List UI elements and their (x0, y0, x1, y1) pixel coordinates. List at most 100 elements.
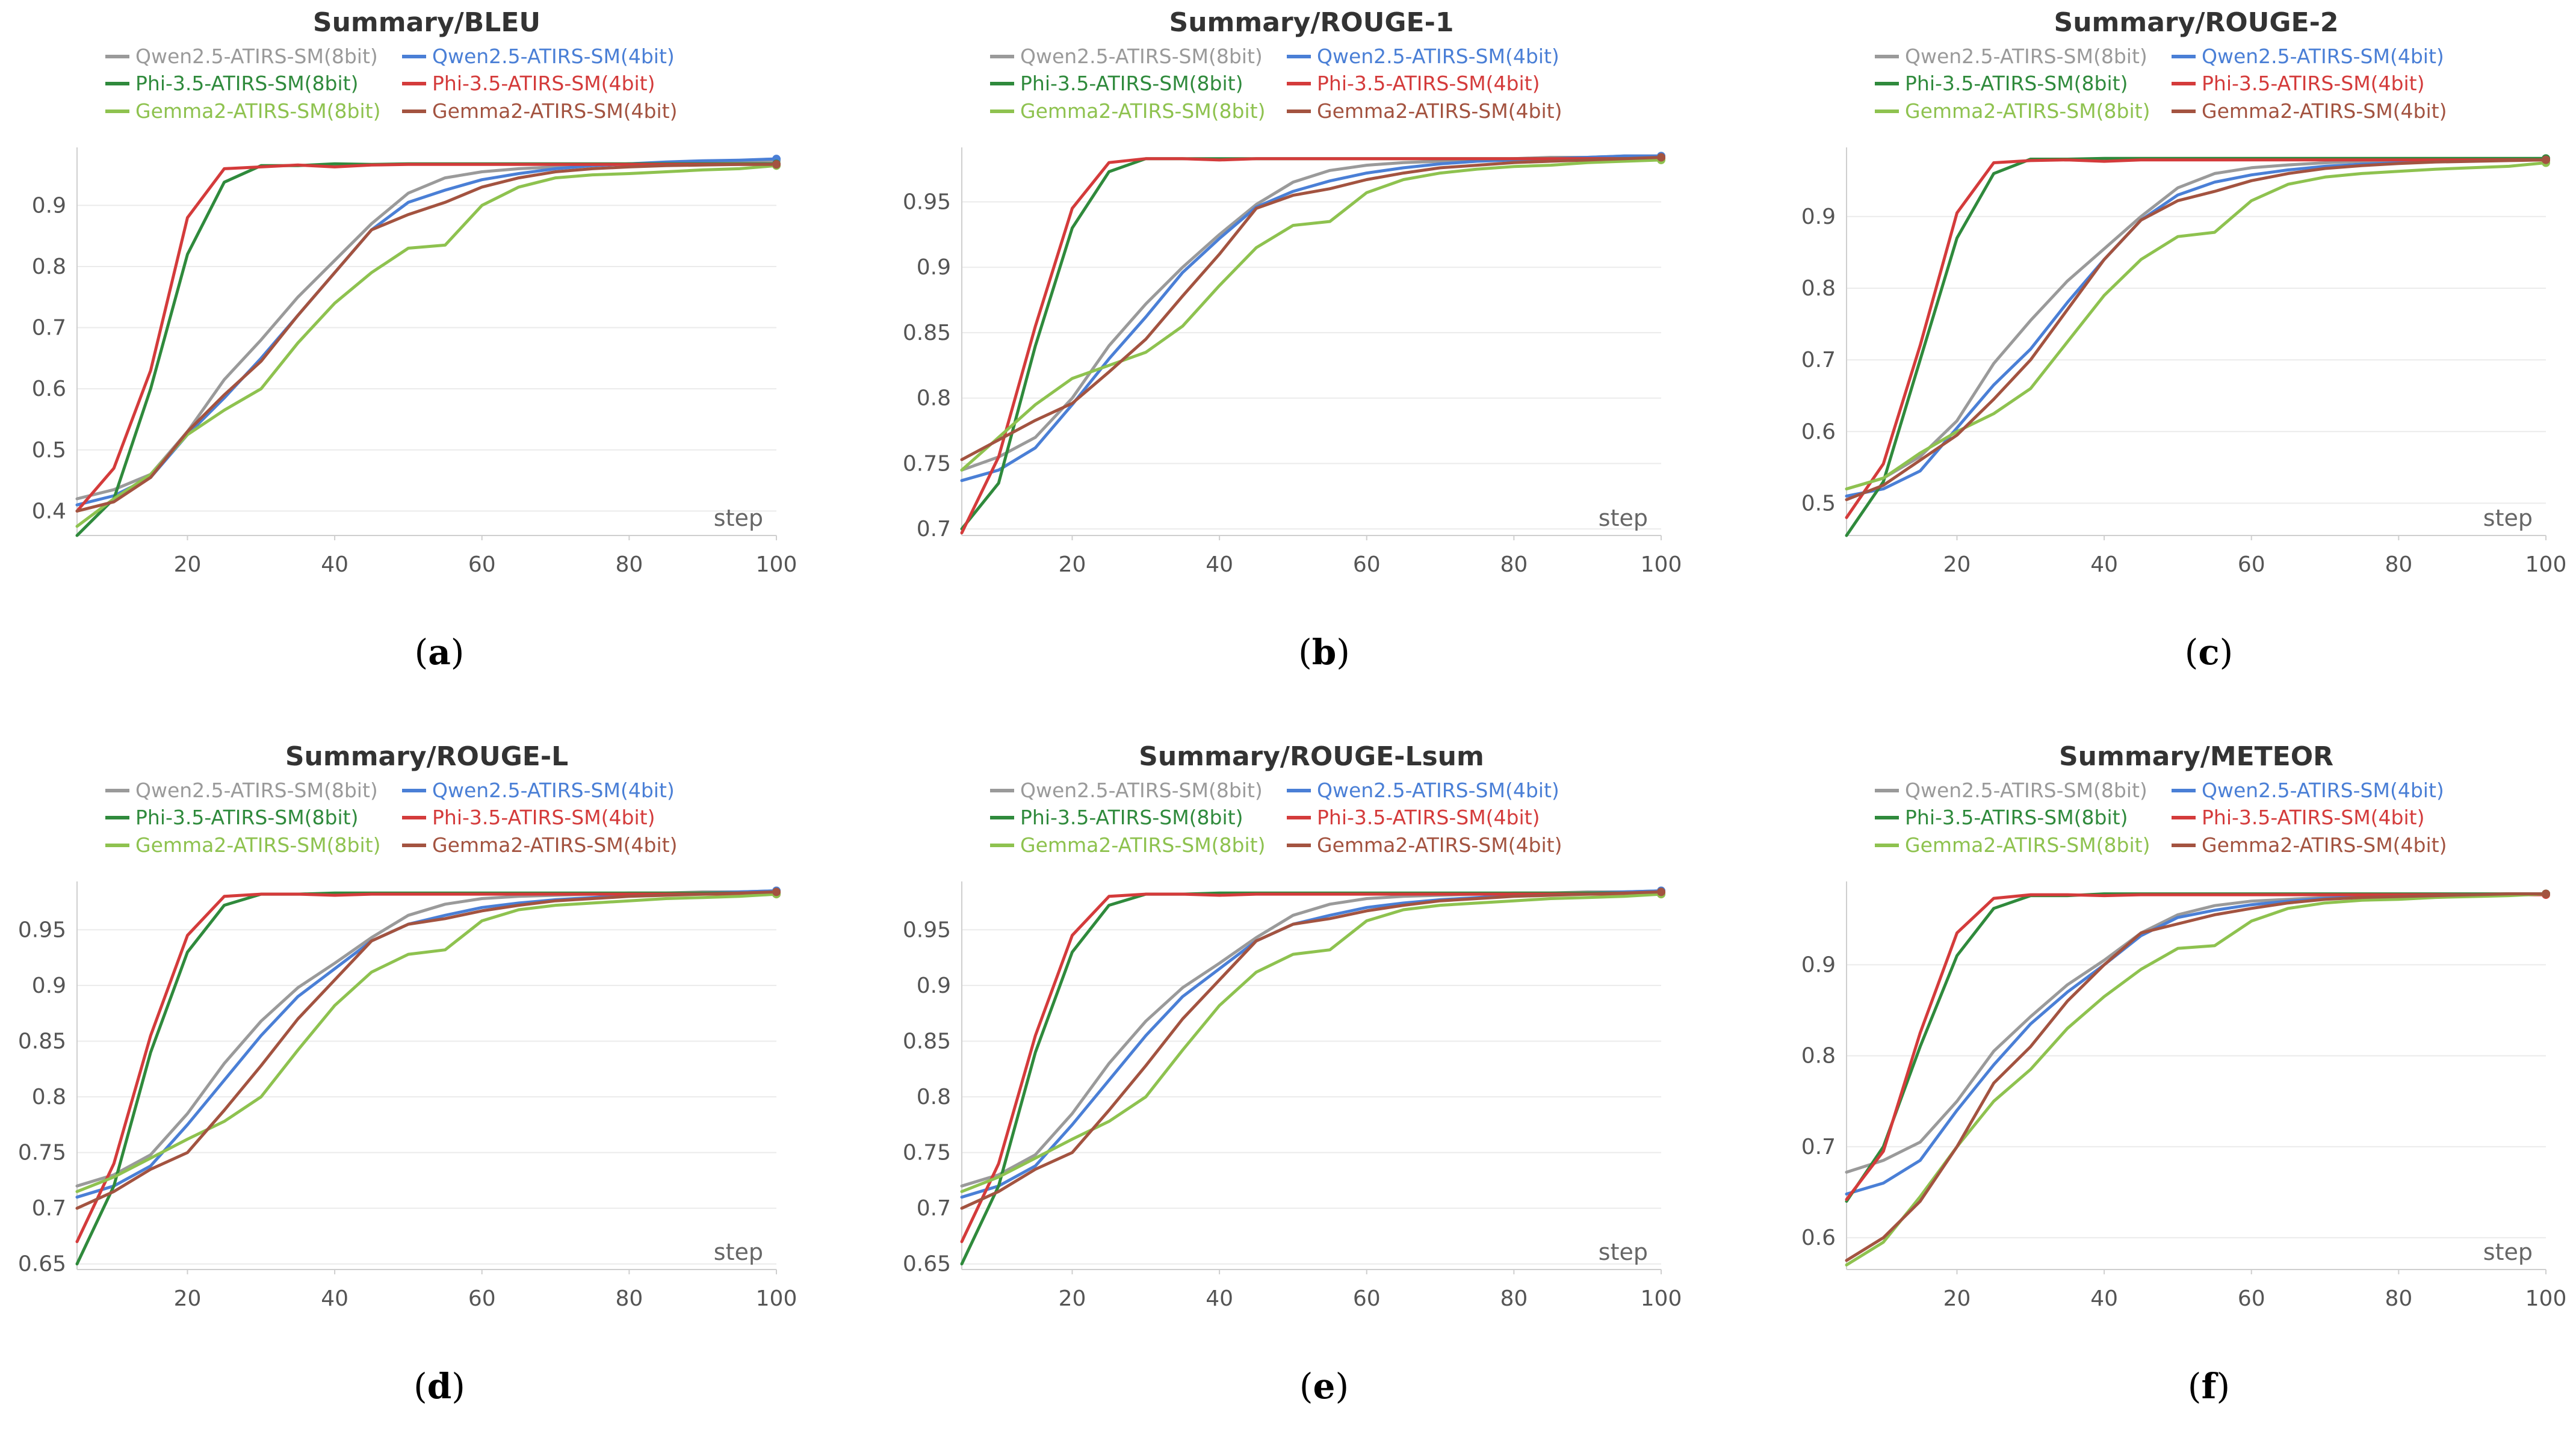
x-tick-label: 100 (1641, 552, 1682, 577)
series-line (75, 157, 778, 507)
x-axis-label: step (2483, 1239, 2533, 1265)
x-tick-label: 40 (321, 1286, 348, 1311)
y-tick-label: 0.6 (1801, 1226, 1836, 1250)
series-line (75, 889, 778, 1199)
y-tick-label: 0.5 (32, 438, 66, 463)
x-tick-label: 40 (2090, 552, 2118, 577)
chart-title: Summary/BLEU (313, 7, 540, 38)
series-line (1845, 892, 2548, 1262)
x-tick-label: 60 (468, 552, 496, 577)
legend-entry: Gemma2-ATIRS-SM(8bit) (1905, 833, 2150, 857)
chart-svg-a: Summary/BLEU Qwen2.5-ATIRS-SM(8bit) Qwen2.… (32, 7, 797, 577)
y-tick-label: 0.75 (18, 1141, 66, 1165)
legend-entry: Phi-3.5-ATIRS-SM(8bit) (1905, 806, 2128, 829)
y-tick-label: 0.9 (917, 255, 951, 280)
legend-entry: Qwen2.5-ATIRS-SM(8bit) (1020, 45, 1263, 68)
y-tick-label: 0.75 (903, 1141, 951, 1165)
legend-entry: Gemma2-ATIRS-SM(8bit) (135, 833, 380, 857)
x-tick-label: 40 (1206, 1286, 1233, 1311)
panel-caption: (b) (1298, 632, 1350, 673)
legend-entry: Phi-3.5-ATIRS-SM(4bit) (1317, 806, 1540, 829)
chart-title: Summary/ROUGE-Lsum (1139, 741, 1484, 772)
series-line (960, 158, 1663, 472)
x-tick-label: 40 (2090, 1286, 2118, 1311)
panel-d: Summary/ROUGE-L Qwen2.5-ATIRS-SM(8bit) Qwe… (0, 734, 879, 1426)
x-tick-label: 60 (1353, 1286, 1381, 1311)
series-end-point (1657, 153, 1665, 162)
y-tick-label: 0.85 (18, 1029, 66, 1054)
legend-entry: Phi-3.5-ATIRS-SM(8bit) (1020, 806, 1243, 829)
series-end-point (1657, 887, 1665, 896)
series-line (1845, 156, 2548, 537)
series-line (960, 154, 1663, 472)
y-tick-label: 0.85 (903, 321, 951, 345)
y-tick-label: 0.95 (903, 918, 951, 942)
legend-entry: Qwen2.5-ATIRS-SM(4bit) (1317, 45, 1559, 68)
x-tick-label: 20 (1943, 552, 1971, 577)
legend-entry: Gemma2-ATIRS-SM(8bit) (135, 99, 380, 123)
series-end-point (772, 887, 781, 896)
legend-entry: Phi-3.5-ATIRS-SM(4bit) (1317, 72, 1540, 95)
x-tick-label: 20 (1059, 1286, 1086, 1311)
chart-svg-f: Summary/METEOR Qwen2.5-ATIRS-SM(8bit) Qwen… (1801, 741, 2567, 1311)
legend-entry: Qwen2.5-ATIRS-SM(4bit) (432, 779, 675, 802)
legend-entry: Qwen2.5-ATIRS-SM(4bit) (432, 45, 675, 68)
y-tick-label: 0.7 (917, 517, 951, 542)
legend-entry: Phi-3.5-ATIRS-SM(4bit) (432, 806, 655, 829)
y-tick-label: 0.9 (917, 973, 951, 998)
y-tick-label: 0.6 (1801, 419, 1836, 444)
legend-entry: Qwen2.5-ATIRS-SM(4bit) (1317, 779, 1559, 802)
x-tick-label: 100 (1641, 1286, 1682, 1311)
legend-entry: Phi-3.5-ATIRS-SM(8bit) (1905, 72, 2128, 95)
series-end-point (772, 160, 781, 169)
series-line (1845, 892, 2548, 1267)
y-tick-label: 0.85 (903, 1029, 951, 1054)
series-end-point (2542, 155, 2550, 164)
chart-svg-c: Summary/ROUGE-2 Qwen2.5-ATIRS-SM(8bit) Qwe… (1801, 7, 2567, 577)
y-tick-label: 0.9 (1801, 953, 1836, 978)
x-tick-label: 40 (321, 552, 348, 577)
panel-b: Summary/ROUGE-1 Qwen2.5-ATIRS-SM(8bit) Qwe… (885, 0, 1763, 692)
y-tick-label: 0.8 (917, 386, 951, 411)
series-line (960, 156, 1663, 461)
series-line (1845, 158, 2548, 519)
legend-entry: Phi-3.5-ATIRS-SM(4bit) (432, 72, 655, 95)
x-tick-label: 20 (174, 552, 202, 577)
y-tick-label: 0.8 (917, 1085, 951, 1109)
panel-caption: (f) (2187, 1366, 2231, 1407)
y-tick-label: 0.8 (1801, 276, 1836, 301)
x-tick-label: 80 (1500, 552, 1528, 577)
legend-entry: Gemma2-ATIRS-SM(4bit) (432, 833, 677, 857)
series-line (75, 892, 778, 1193)
legend-entry: Gemma2-ATIRS-SM(4bit) (432, 99, 677, 123)
x-tick-label: 60 (1353, 552, 1381, 577)
y-tick-label: 0.65 (18, 1252, 66, 1277)
chart-svg-e: Summary/ROUGE-Lsum Qwen2.5-ATIRS-SM(8bit)… (903, 741, 1682, 1311)
legend-entry: Gemma2-ATIRS-SM(8bit) (1020, 833, 1265, 857)
x-axis-label: step (2483, 505, 2533, 531)
series-line (960, 892, 1663, 1193)
legend-entry: Phi-3.5-ATIRS-SM(8bit) (135, 72, 358, 95)
panel-a: Summary/BLEU Qwen2.5-ATIRS-SM(8bit) Qwen2.… (0, 0, 879, 692)
series-line (75, 162, 778, 513)
x-axis-label: step (714, 505, 763, 531)
series-end-point (2542, 889, 2550, 898)
legend-entry: Qwen2.5-ATIRS-SM(4bit) (2202, 45, 2444, 68)
x-tick-label: 100 (756, 1286, 797, 1311)
series-line (960, 154, 1663, 483)
y-tick-label: 0.7 (917, 1196, 951, 1221)
series-line (75, 162, 778, 537)
panel-f: Summary/METEOR Qwen2.5-ATIRS-SM(8bit) Qwen… (1769, 734, 2576, 1426)
legend-entry: Qwen2.5-ATIRS-SM(8bit) (1020, 779, 1263, 802)
series-line (960, 890, 1663, 1210)
x-tick-label: 20 (174, 1286, 202, 1311)
series-line (960, 889, 1663, 1199)
series-line (1845, 892, 2548, 1196)
panel-e: Summary/ROUGE-Lsum Qwen2.5-ATIRS-SM(8bit)… (885, 734, 1763, 1426)
series-line (75, 892, 778, 1244)
series-line (75, 162, 778, 513)
legend-entry: Qwen2.5-ATIRS-SM(8bit) (1905, 779, 2147, 802)
x-tick-label: 100 (2525, 552, 2567, 577)
panel-c: Summary/ROUGE-2 Qwen2.5-ATIRS-SM(8bit) Qwe… (1769, 0, 2576, 692)
legend-entry: Phi-3.5-ATIRS-SM(4bit) (2202, 72, 2424, 95)
